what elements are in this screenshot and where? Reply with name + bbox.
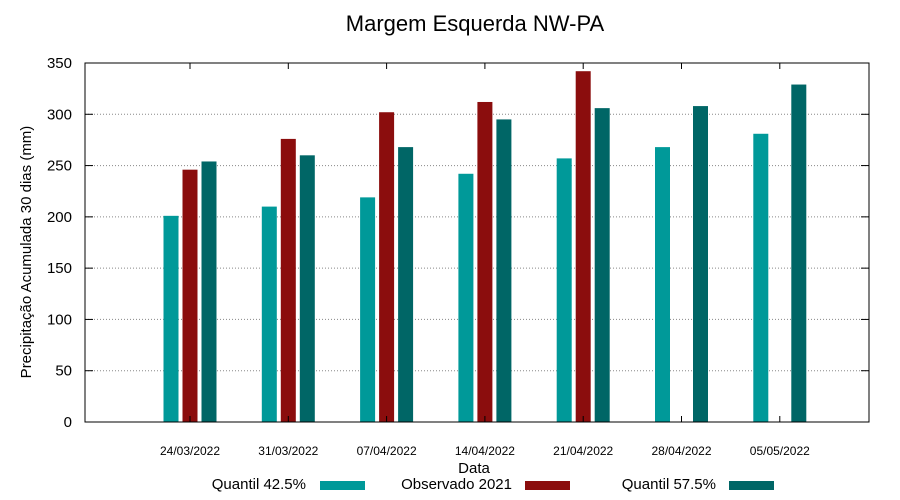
legend-label: Quantil 57.5% — [622, 476, 716, 493]
bar — [163, 215, 179, 422]
plot-frame — [84, 62, 870, 423]
bar — [496, 119, 512, 423]
x-tick-label: 24/03/2022 — [160, 444, 220, 458]
bar — [655, 147, 670, 422]
x-tick-label: 05/05/2022 — [750, 444, 810, 458]
chart-title: Margem Esquerda NW-PA — [346, 11, 605, 36]
y-tick-label: 50 — [55, 363, 72, 380]
bar — [693, 106, 708, 422]
x-tick-label: 28/04/2022 — [651, 444, 711, 458]
legend-swatch — [729, 481, 774, 490]
bar — [791, 84, 807, 422]
bar — [280, 138, 296, 422]
x-axis-title: Data — [458, 460, 490, 477]
legend-label: Quantil 42.5% — [212, 476, 306, 493]
bar — [182, 169, 198, 422]
y-axis-title: Precipitação Acumulada 30 dias (mm) — [18, 126, 35, 379]
x-tick-label: 31/03/2022 — [258, 444, 318, 458]
y-tick-label: 350 — [47, 55, 72, 72]
bar — [594, 108, 610, 422]
legend: Quantil 42.5% Observado 2021 Quantil 57.5% — [212, 476, 774, 493]
y-tick-label: 300 — [47, 106, 72, 123]
y-tick-label: 250 — [47, 158, 72, 175]
bar — [299, 155, 315, 423]
bar — [458, 173, 474, 422]
legend-label: Observado 2021 — [401, 476, 512, 493]
x-tick-label: 21/04/2022 — [553, 444, 613, 458]
legend-swatch — [525, 481, 570, 490]
x-axis-ticks: 24/03/2022 31/03/2022 07/04/2022 14/04/2022… — [160, 63, 810, 458]
y-tick-label: 150 — [47, 260, 72, 277]
bar — [398, 147, 414, 422]
bar — [477, 101, 493, 422]
bar — [753, 133, 769, 422]
y-tick-label: 0 — [64, 414, 72, 431]
bar — [379, 112, 395, 422]
y-axis-ticks: 0 50 100 150 200 250 300 350 — [47, 55, 869, 431]
bar — [201, 161, 217, 422]
bar — [575, 71, 591, 422]
bar — [360, 197, 376, 422]
x-tick-label: 07/04/2022 — [357, 444, 417, 458]
x-tick-label: 14/04/2022 — [455, 444, 515, 458]
legend-swatch — [320, 481, 365, 490]
y-tick-label: 100 — [47, 311, 72, 328]
bars-layer — [163, 71, 807, 423]
bar — [261, 206, 277, 422]
y-tick-label: 200 — [47, 209, 72, 226]
bar — [556, 158, 572, 423]
